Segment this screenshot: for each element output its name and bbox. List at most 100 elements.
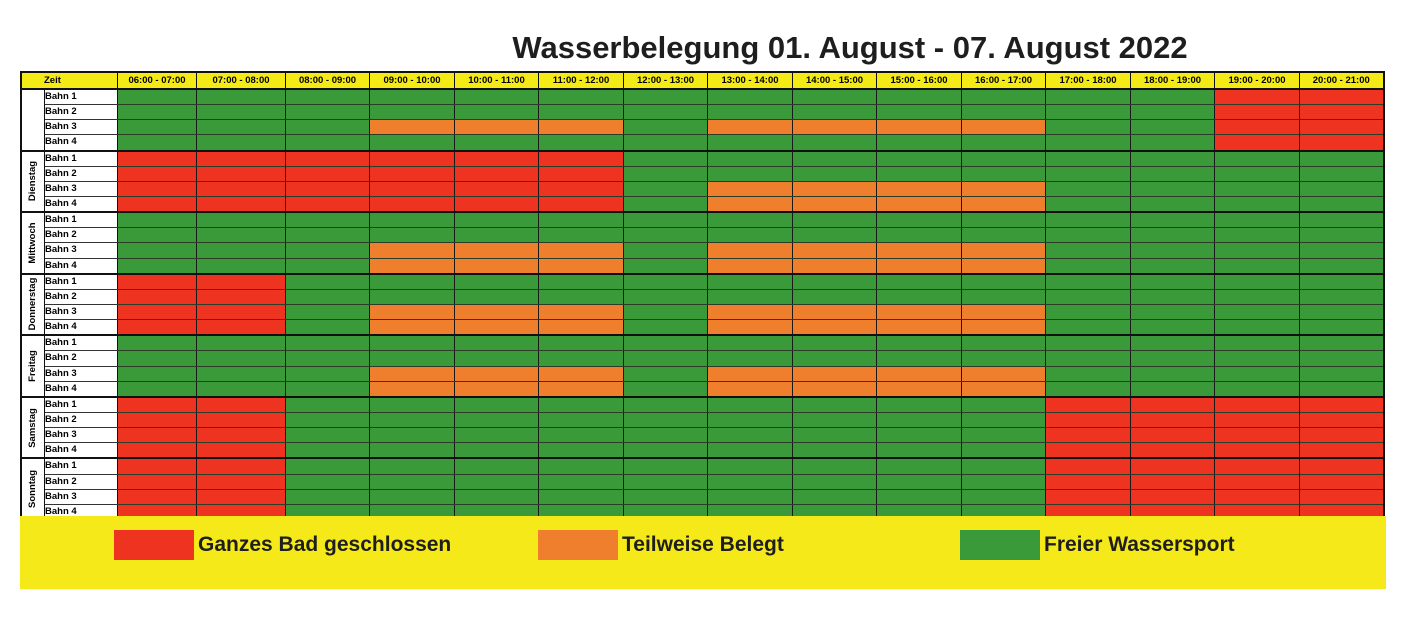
slot-red: [1130, 457, 1215, 475]
slot-green: [1045, 258, 1131, 275]
lane-label: Bahn 2: [44, 289, 118, 305]
slot-red: [1214, 474, 1300, 490]
slot-green: [117, 104, 197, 121]
slot-green: [961, 442, 1046, 459]
slot-green: [1214, 166, 1300, 182]
slot-green: [707, 104, 793, 121]
slot-red: [1299, 119, 1384, 136]
slot-green: [1130, 88, 1215, 106]
slot-orange: [792, 381, 877, 398]
slot-green: [454, 227, 539, 244]
slot-orange: [792, 181, 877, 197]
lane-label: Bahn 3: [44, 242, 118, 259]
slot-green: [623, 149, 708, 167]
table-row: Bahn 2: [21, 104, 1384, 121]
lane-label: Bahn 1: [44, 149, 118, 167]
slot-green: [792, 289, 877, 305]
slot-green: [285, 412, 370, 429]
slot-red: [117, 304, 197, 321]
slot-orange: [707, 242, 793, 259]
lane-label: Bahn 1: [44, 395, 118, 413]
slot-green: [961, 395, 1046, 413]
slot-green: [285, 442, 370, 459]
slot-green: [117, 134, 197, 152]
lane-label: Bahn 1: [44, 334, 118, 352]
slot-red: [117, 166, 197, 182]
slot-red: [285, 196, 370, 213]
slot-green: [454, 412, 539, 429]
day-label: Freitag: [27, 350, 38, 382]
slot-green: [1130, 181, 1215, 197]
slot-orange: [454, 304, 539, 321]
slot-red: [1299, 442, 1384, 459]
slot-green: [876, 272, 962, 290]
slot-green: [792, 166, 877, 182]
slot-green: [792, 457, 877, 475]
lane-label: Bahn 4: [44, 258, 118, 275]
slot-green: [196, 350, 286, 367]
slot-green: [538, 457, 624, 475]
slot-green: [792, 272, 877, 290]
slot-green: [707, 134, 793, 152]
slot-green: [285, 427, 370, 444]
slot-red: [196, 149, 286, 167]
table-row: Bahn 2: [21, 350, 1384, 367]
slot-green: [876, 166, 962, 182]
slot-orange: [961, 119, 1046, 136]
slot-green: [454, 211, 539, 229]
table-row: Bahn 2: [21, 474, 1384, 490]
slot-green: [285, 272, 370, 290]
slot-green: [1214, 227, 1300, 244]
slot-green: [196, 258, 286, 275]
slot-red: [196, 166, 286, 182]
lane-label: Bahn 4: [44, 134, 118, 152]
slot-green: [285, 104, 370, 121]
slot-red: [538, 149, 624, 167]
slot-green: [1299, 166, 1384, 182]
slot-green: [285, 474, 370, 490]
slot-green: [1045, 366, 1131, 382]
slot-red: [1299, 88, 1384, 106]
slot-orange: [876, 181, 962, 197]
legend-swatch-red: [114, 530, 194, 560]
table-row: Bahn 4: [21, 381, 1384, 398]
slot-green: [1130, 272, 1215, 290]
slot-green: [117, 258, 197, 275]
slot-green: [792, 350, 877, 367]
slot-orange: [792, 366, 877, 382]
lane-label: Bahn 1: [44, 457, 118, 475]
slot-red: [117, 319, 197, 336]
slot-red: [538, 196, 624, 213]
slot-orange: [707, 258, 793, 275]
slot-red: [1130, 474, 1215, 490]
slot-green: [707, 489, 793, 505]
slot-green: [454, 427, 539, 444]
slot-green: [196, 119, 286, 136]
slot-green: [792, 211, 877, 229]
slot-orange: [961, 242, 1046, 259]
slot-orange: [369, 258, 455, 275]
slot-green: [1214, 304, 1300, 321]
slot-green: [1214, 381, 1300, 398]
day-label: Dienstag: [27, 161, 38, 202]
slot-green: [876, 88, 962, 106]
slot-red: [1130, 395, 1215, 413]
schedule-body: Bahn 1 Bahn 2 Bahn 3 Bahn 4 Dienstag Bahn 1 Ba…: [20, 88, 1384, 521]
slot-green: [369, 104, 455, 121]
slot-orange: [961, 304, 1046, 321]
slot-green: [196, 88, 286, 106]
slot-green: [1299, 381, 1384, 398]
time-slot-header: 16:00 - 17:00: [961, 71, 1046, 90]
day-label-cell: Samstag: [20, 395, 45, 459]
slot-green: [1130, 334, 1215, 352]
slot-green: [792, 149, 877, 167]
slot-red: [196, 196, 286, 213]
slot-red: [285, 166, 370, 182]
slot-red: [538, 181, 624, 197]
slot-green: [792, 134, 877, 152]
slot-green: [961, 334, 1046, 352]
slot-green: [1130, 196, 1215, 213]
slot-green: [538, 442, 624, 459]
table-row: Bahn 3: [21, 119, 1384, 136]
slot-green: [792, 104, 877, 121]
